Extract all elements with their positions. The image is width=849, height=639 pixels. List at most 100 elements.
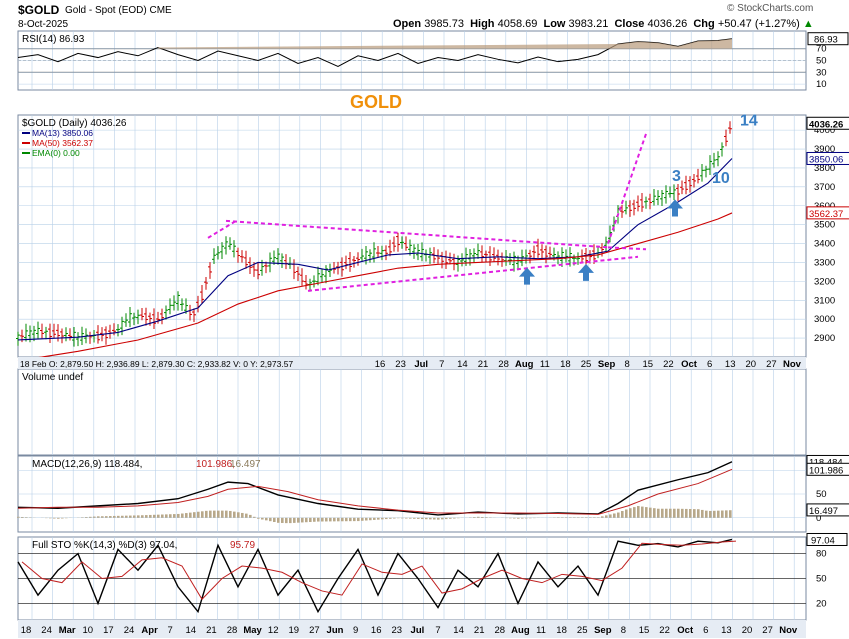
macd-histogram-bar (645, 507, 648, 518)
macd-histogram-bar (529, 517, 532, 519)
x-axis-tick: 13 (721, 625, 732, 636)
macd-histogram-bar (233, 511, 236, 518)
macd-histogram-bar (129, 515, 132, 518)
x-axis-tick: 16 (371, 625, 382, 636)
x-axis-tick: 8 (621, 625, 626, 636)
x-axis-tick: 19 (289, 625, 300, 636)
macd-signal-tag-box (806, 462, 849, 476)
macd-histogram-bar (153, 514, 156, 518)
macd-histogram-bar (649, 507, 652, 518)
macd-histogram-bar (685, 508, 688, 518)
rsi-tick-label: 70 (816, 44, 827, 55)
macd-histogram-bar (409, 517, 412, 519)
macd-histogram-bar (85, 517, 88, 518)
macd-histogram-bar (61, 517, 64, 519)
macd-histogram-bar (473, 517, 476, 518)
macd-histogram-bar (365, 517, 368, 521)
macd-histogram-bar (277, 517, 280, 523)
price-x-tick: Oct (681, 359, 698, 370)
price-tick-label: 3900 (814, 144, 835, 155)
close-value: 4036.26 (647, 18, 688, 30)
wave-label: 3 (672, 168, 681, 185)
macd-histogram-bar (225, 510, 228, 518)
macd-histogram-bar (177, 513, 180, 518)
price-x-tick: 7 (439, 359, 444, 370)
price-x-tick: 23 (395, 359, 406, 370)
macd-histogram-bar (209, 510, 212, 518)
macd-legend: MACD(12,26,9) 118.484, (32, 459, 142, 470)
macd-histogram-bar (605, 515, 608, 518)
macd-histogram-bar (637, 506, 640, 518)
price-x-tick: 14 (457, 359, 468, 370)
chart-date: 8-Oct-2025 (18, 19, 69, 30)
macd-histogram-bar (157, 514, 160, 518)
x-axis-tick: Aug (511, 625, 530, 636)
macd-histogram-bar (205, 510, 208, 518)
macd-histogram-bar (97, 516, 100, 518)
macd-histogram-bar (197, 511, 200, 518)
x-axis-tick: Mar (59, 625, 76, 636)
macd-histogram-bar (25, 517, 28, 518)
x-axis-band-price (18, 357, 806, 369)
x-axis-tick: Jun (327, 625, 344, 636)
price-tick-label: 4000 (814, 125, 835, 136)
macd-histogram-bar (613, 513, 616, 518)
x-axis-tick: 14 (453, 625, 464, 636)
macd-histogram-bar (725, 510, 728, 518)
macd-histogram-bar (693, 509, 696, 518)
rsi-last-tag: 86.93 (814, 35, 838, 46)
macd-histogram-bar (665, 508, 668, 518)
macd-histogram-bar (625, 509, 628, 518)
macd-histogram-bar (89, 516, 92, 518)
macd-histogram-bar (689, 509, 692, 518)
price-x-tick: 27 (766, 359, 777, 370)
macd-histogram-bar (245, 513, 248, 518)
x-axis-tick: 24 (124, 625, 135, 636)
x-axis-tick: Nov (779, 625, 798, 636)
price-tick-label: 3000 (814, 314, 835, 325)
macd-histogram-bar (393, 517, 396, 519)
price-x-tick: 22 (663, 359, 674, 370)
macd-histogram-bar (265, 517, 268, 521)
macd-histogram-bar (673, 508, 676, 518)
macd-histogram-bar (297, 517, 300, 523)
macd-histogram-bar (113, 515, 116, 518)
price-tick-label: 3800 (814, 163, 835, 174)
low-value: 3983.21 (568, 18, 609, 30)
sto-tick-label: 80 (816, 549, 827, 560)
stockcharts-watermark[interactable]: © StockCharts.com (727, 3, 814, 14)
macd-histogram-bar (437, 517, 440, 520)
macd-histogram-bar (513, 517, 516, 519)
macd-histogram-bar (201, 511, 204, 518)
macd-histogram-bar (621, 511, 624, 518)
macd-histogram-bar (289, 517, 292, 524)
macd-histogram-bar (485, 517, 488, 518)
price-x-tick: 28 (498, 359, 509, 370)
macd-histogram-bar (601, 516, 604, 518)
macd-histogram-bar (361, 517, 364, 521)
price-x-tick: Jul (414, 359, 428, 370)
price-x-tick: Nov (783, 359, 802, 370)
rsi-legend: RSI(14) 86.93 (22, 34, 85, 45)
macd-histogram-bar (453, 517, 456, 519)
macd-histogram-bar (429, 517, 432, 520)
macd-histogram-bar (609, 514, 612, 518)
rsi-tick-label: 30 (816, 67, 827, 78)
trendline-annotation (607, 246, 647, 251)
macd-histogram-bar (697, 509, 700, 518)
x-axis-tick: 10 (83, 625, 94, 636)
x-axis-tick: 11 (536, 625, 546, 636)
trendline-annotation (207, 220, 237, 239)
macd-histogram-bar (213, 510, 216, 518)
x-axis-tick: 18 (556, 625, 567, 636)
ma50-legend: MA(50) 3562.37 (32, 138, 93, 148)
macd-histogram-bar (237, 512, 240, 518)
high-value: 4058.69 (497, 18, 538, 30)
x-axis-band-bottom (18, 620, 806, 638)
ohlc-summary: Open 3985.73 High 4058.69 Low 3983.21 Cl… (393, 18, 814, 30)
macd-histogram-bar (633, 507, 636, 518)
chart-symbol-name: Gold - Spot (EOD) CME (65, 5, 172, 16)
chg-value: +50.47 (+1.27%) (717, 18, 800, 30)
x-axis-tick: 18 (21, 625, 32, 636)
